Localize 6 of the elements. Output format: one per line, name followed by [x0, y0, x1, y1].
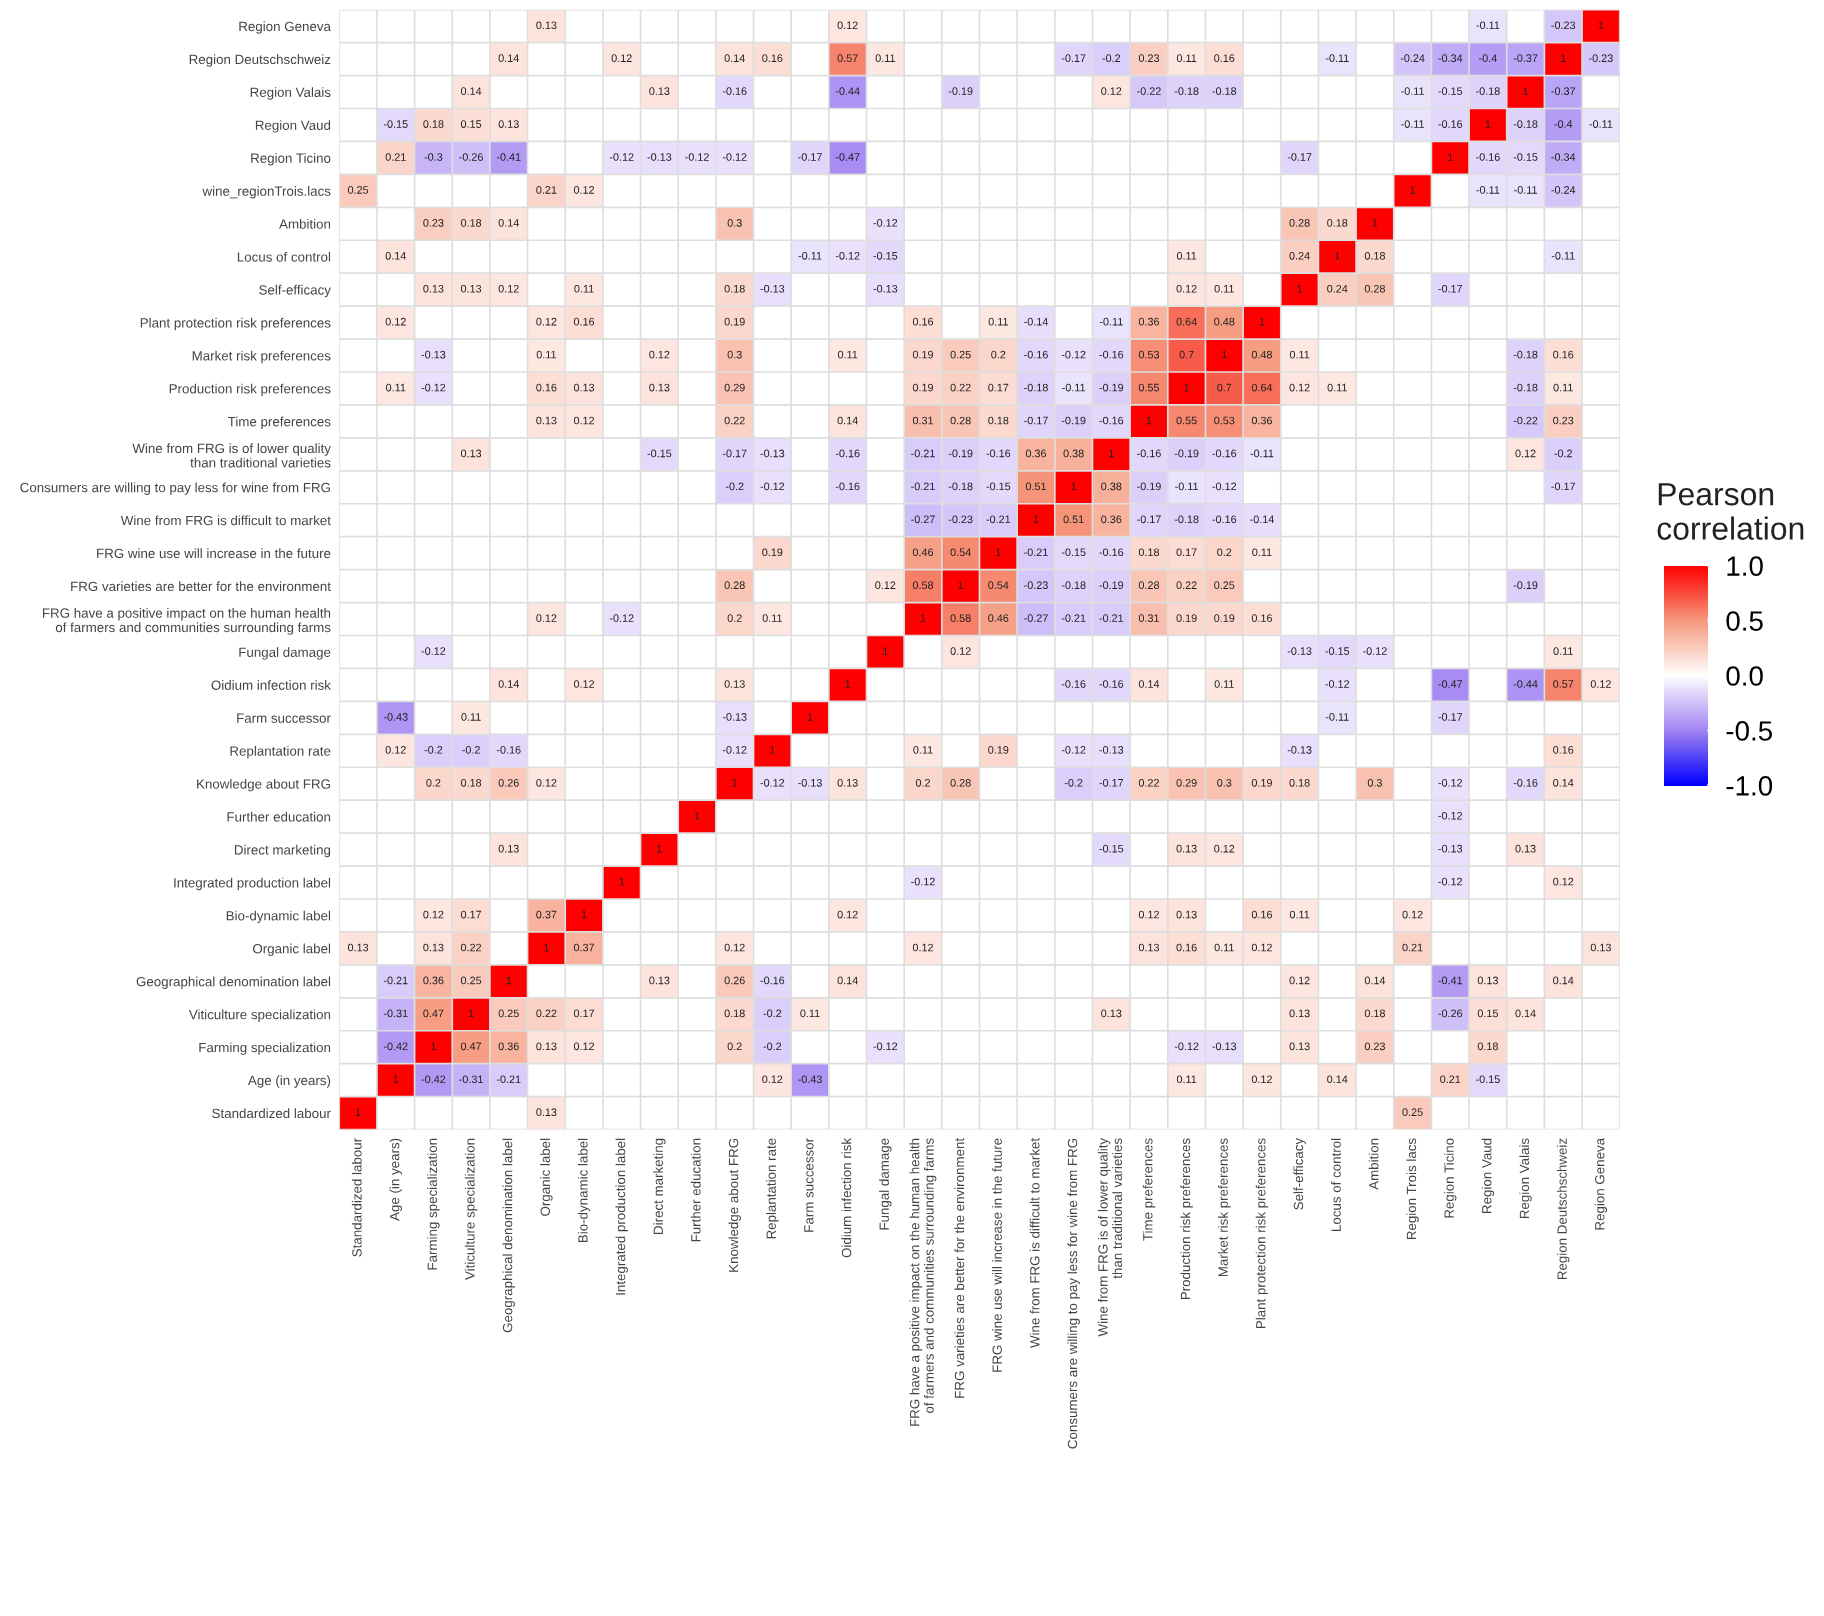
color-bar-label: 1.0	[1727, 556, 1763, 576]
color-bar-label: -0.5	[1726, 721, 1773, 741]
color-bar-title: Pearson correlation	[1657, 483, 1804, 540]
color-bar-label: -1.0	[1726, 776, 1773, 796]
color-bar-label: 0.0	[1726, 666, 1763, 686]
color-bar-label: 0.5	[1726, 611, 1763, 631]
